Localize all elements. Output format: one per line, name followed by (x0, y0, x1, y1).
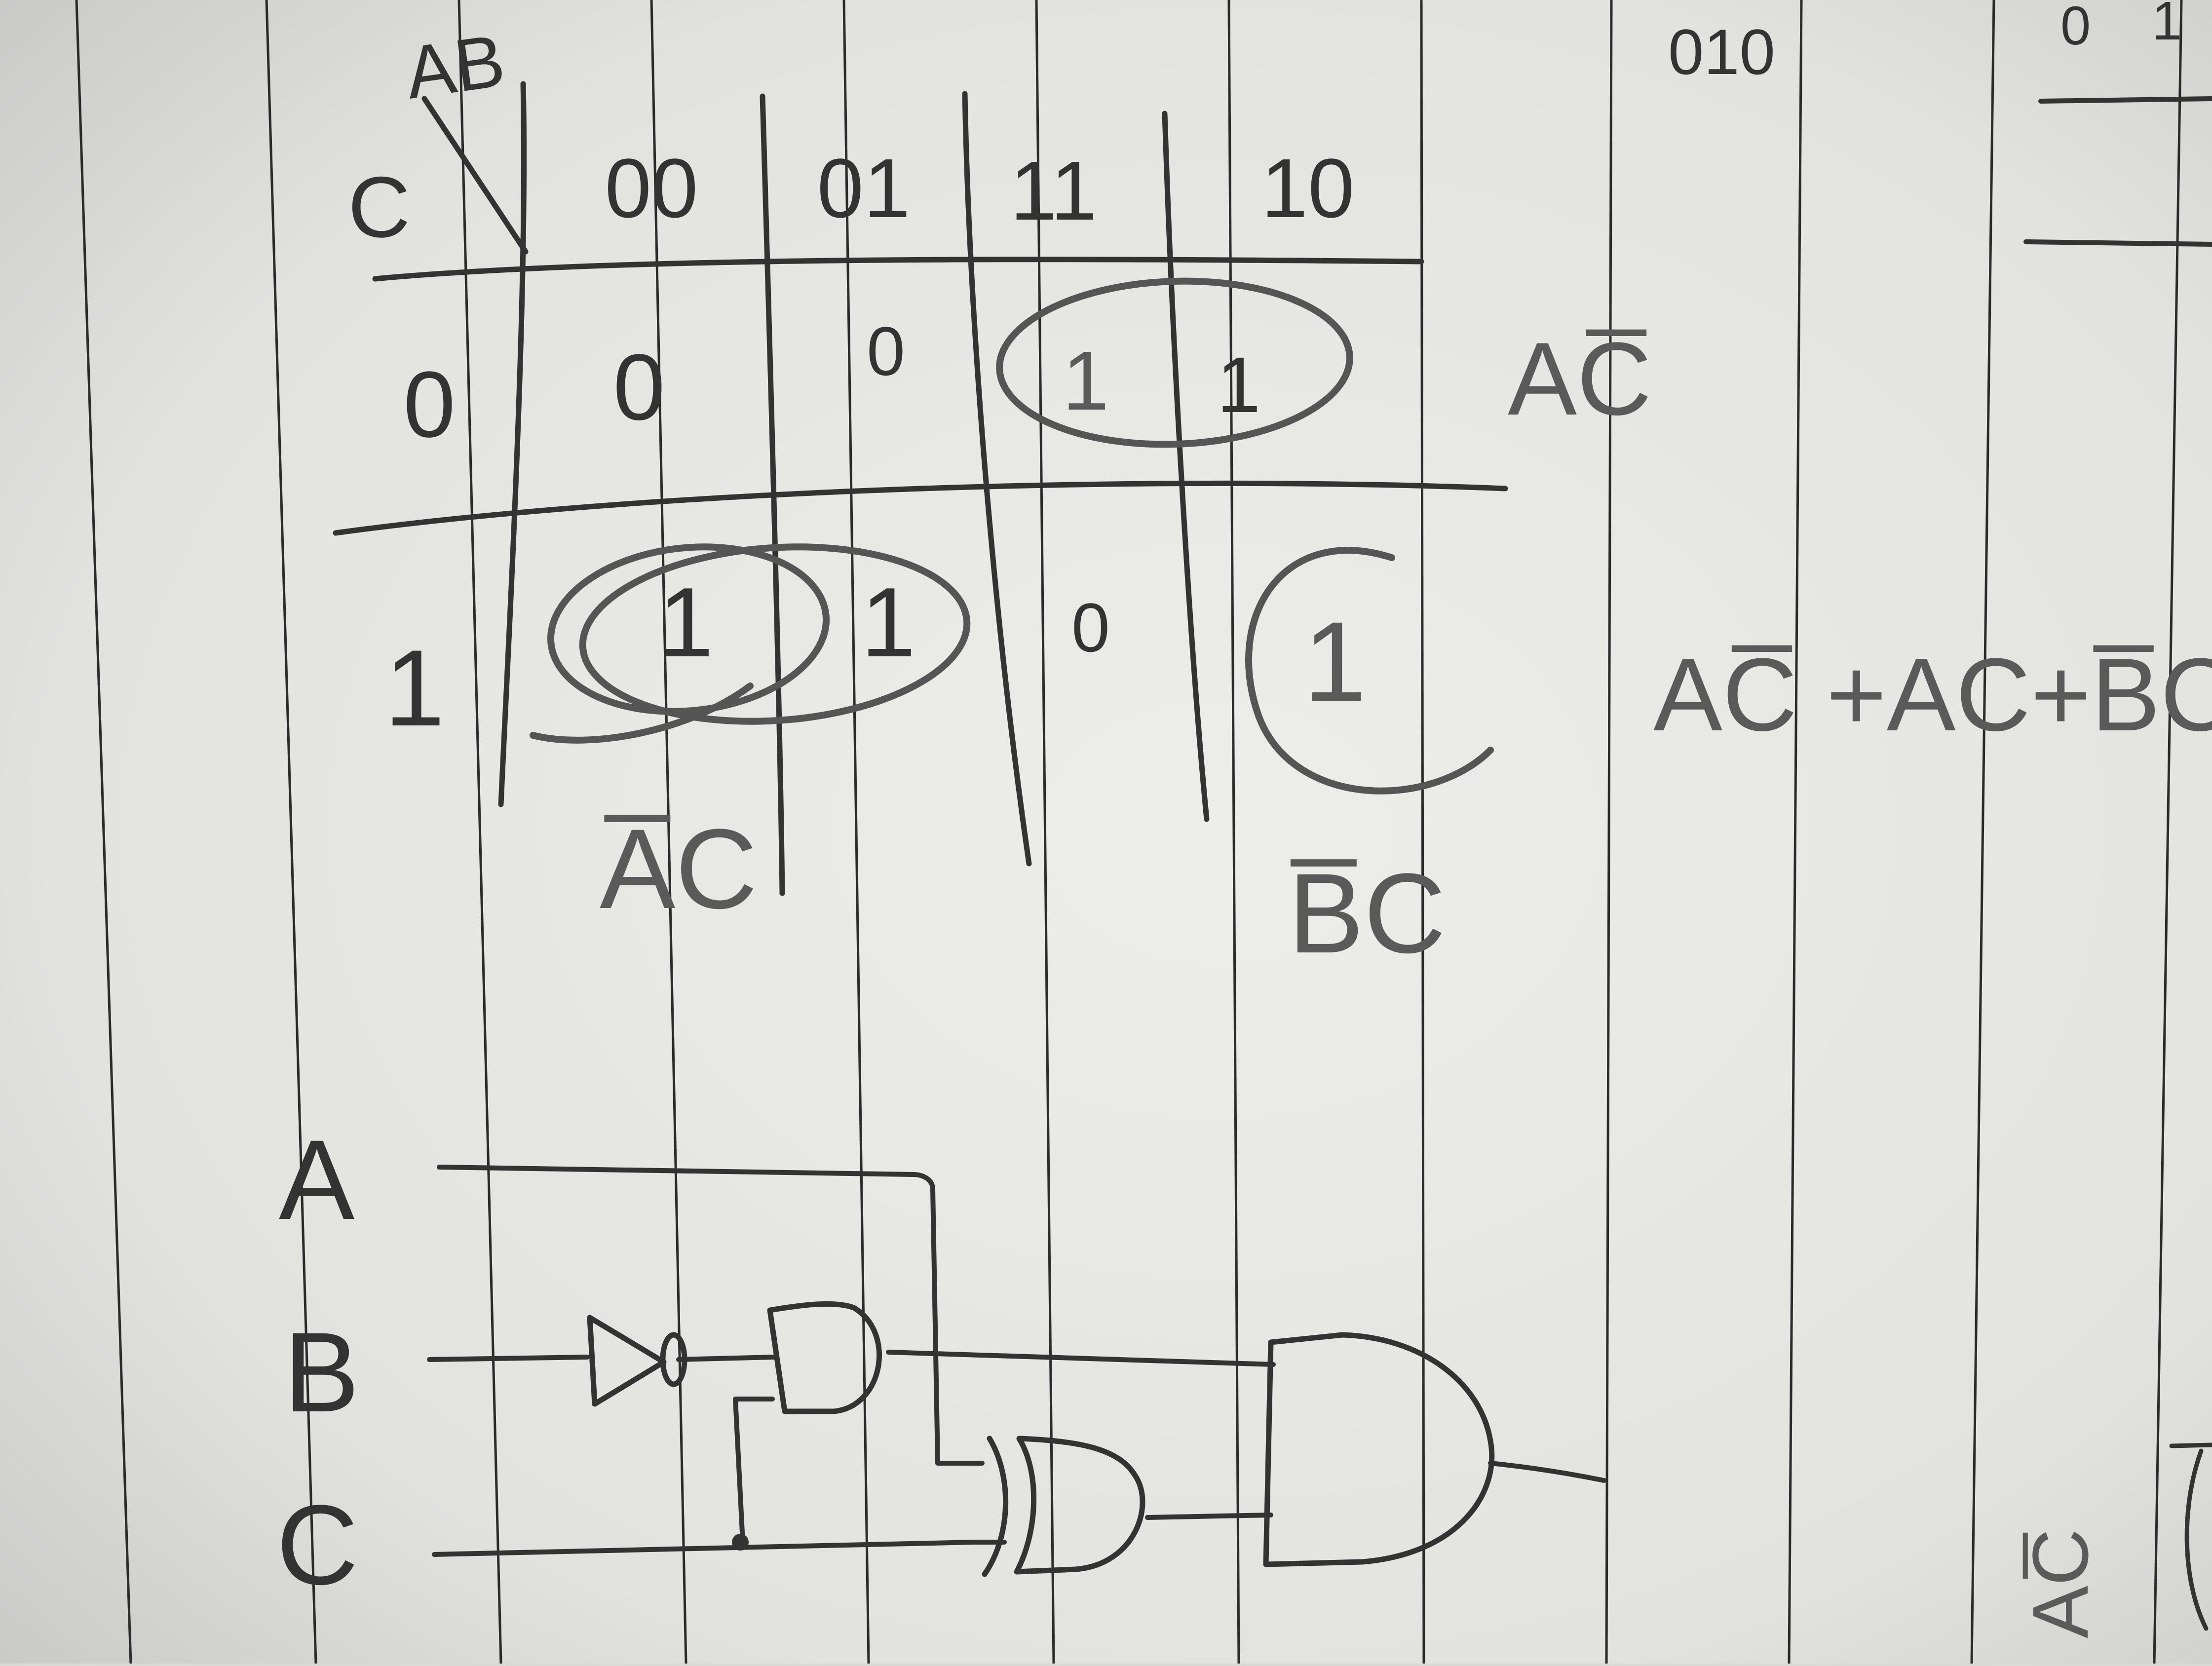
xor-gate (982, 1436, 1145, 1577)
loop-a-bar-c-tail (530, 682, 754, 744)
kmap-cell-r1-c11: 0 (1071, 589, 1110, 666)
label-ac-bar: AC̅ (1508, 321, 1652, 437)
kmap-col-header-10: 10 (1261, 142, 1354, 235)
kmap-corner-col-vars: AB (400, 18, 510, 114)
circuit-wires (427, 1165, 1606, 1557)
kmap-cell-r1-c10: 1 (1303, 598, 1367, 725)
ruled-lines (75, 0, 2183, 1664)
loop-a-bar-c-1 (547, 543, 830, 715)
kmap-cell-r1-c00: 1 (658, 568, 713, 678)
top-right-rules (2023, 96, 2212, 247)
kmap-cell-r0-c01: 0 (867, 312, 905, 390)
top-mark-right-b: 1 (2152, 0, 2182, 51)
input-label-a: A (279, 1116, 354, 1243)
not-gate (587, 1315, 687, 1407)
kmap-grid (333, 81, 1508, 896)
kmap-corner-row-var: C (348, 159, 410, 256)
top-mark-010: 010 (1668, 16, 1775, 88)
kmap-cell-r0-c10: 1 (1217, 341, 1261, 429)
label-b-bar-c: B̅C (1288, 850, 1446, 977)
kmap-cell-r0-c11: 1 (1063, 334, 1109, 428)
input-label-c: C (276, 1481, 358, 1608)
and-gate-1 (767, 1301, 882, 1414)
simplified-expression: AC̅ +AC+B̅C (1653, 637, 2212, 753)
and-gate-final (1263, 1332, 1495, 1567)
loop-a-bar-c-2 (579, 543, 971, 725)
kmap-col-header-00: 00 (605, 142, 698, 235)
label-a-bar-c: A̅C (600, 805, 758, 932)
kmap-col-header-01: 01 (817, 142, 910, 235)
kmap-group-loops (530, 277, 1494, 795)
margin-note-text: AC̅ (2016, 1529, 2104, 1638)
top-mark-right-a: 0 (2060, 0, 2091, 56)
margin-note: AC̅ (2016, 1442, 2212, 1638)
c-junction-dot (732, 1534, 749, 1551)
kmap-cell-r1-c01: 1 (861, 568, 915, 678)
kmap-col-header-11: 11 (1010, 144, 1097, 238)
kmap-cell-r0-c00: 0 (613, 335, 665, 440)
kmap-row-label-1: 1 (384, 627, 445, 749)
loop-b-bar-c (1245, 547, 1494, 795)
kmap-row-label-0: 0 (403, 352, 456, 457)
loop-ac-bar (996, 277, 1353, 448)
input-label-b: B (284, 1309, 359, 1436)
